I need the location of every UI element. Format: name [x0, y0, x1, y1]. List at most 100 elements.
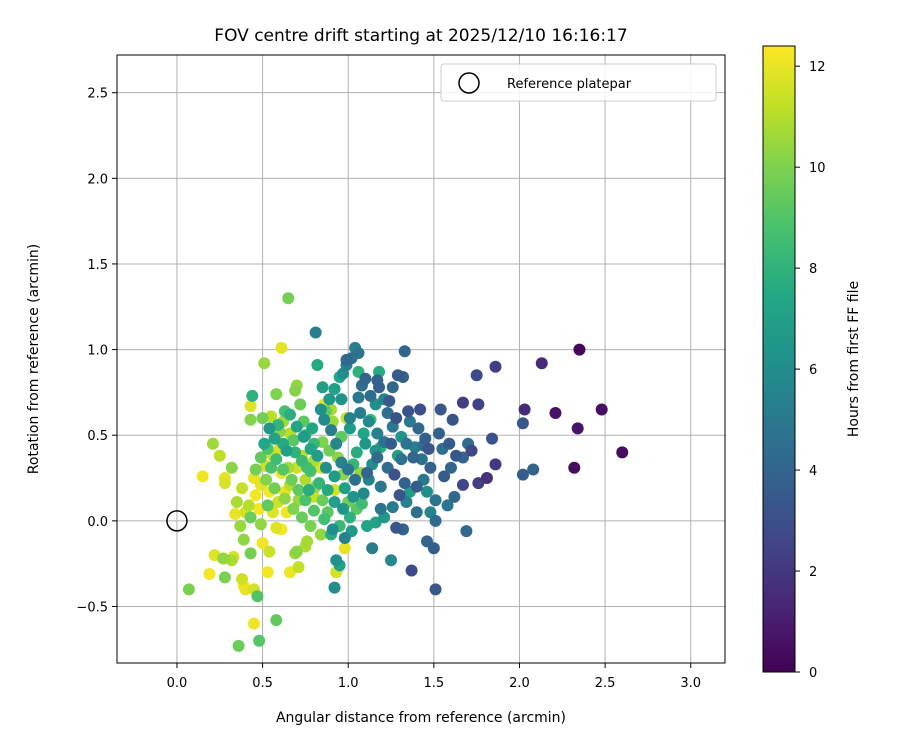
data-point [218, 477, 231, 490]
colorbar-tick-label: 4 [809, 464, 817, 479]
x-tick-label: 3.0 [680, 676, 701, 691]
data-point [196, 470, 209, 483]
data-point [357, 427, 370, 440]
data-point [306, 422, 319, 435]
data-point [549, 406, 562, 419]
data-point [307, 504, 320, 517]
data-point [319, 461, 332, 474]
data-point [236, 482, 249, 495]
data-point [316, 381, 329, 394]
data-point [206, 437, 219, 450]
data-point [516, 417, 529, 430]
data-point [429, 583, 442, 596]
data-point [278, 492, 291, 505]
data-point [343, 412, 356, 425]
data-point [244, 413, 257, 426]
data-point [355, 497, 368, 510]
data-point [311, 449, 324, 462]
data-point [486, 432, 499, 445]
data-point [338, 531, 351, 544]
data-point [297, 430, 310, 443]
data-point [347, 490, 360, 503]
data-point [229, 507, 242, 520]
data-point [261, 566, 274, 579]
data-point [277, 463, 290, 476]
data-point [263, 545, 276, 558]
data-point [359, 437, 372, 450]
data-point [385, 437, 398, 450]
data-point [244, 400, 257, 413]
data-point [343, 511, 356, 524]
data-point [304, 519, 317, 532]
data-point [335, 393, 348, 406]
data-point [516, 468, 529, 481]
data-point [338, 542, 351, 555]
data-point [311, 358, 324, 371]
data-point [362, 415, 375, 428]
data-point [256, 537, 269, 550]
data-point [314, 403, 327, 416]
data-point [299, 494, 312, 507]
data-point [289, 384, 302, 397]
x-axis-label: Angular distance from reference (arcmin) [276, 710, 566, 726]
data-point [244, 547, 257, 560]
colorbar-ticks: 0 2 4 6 8 10 12 [795, 60, 826, 681]
data-point [282, 292, 295, 305]
data-point [232, 639, 245, 652]
y-axis-label: Rotation from reference (arcmin) [26, 244, 42, 474]
data-point [256, 412, 269, 425]
data-point [316, 494, 329, 507]
data-point [361, 466, 374, 479]
data-point [352, 391, 365, 404]
data-point [203, 567, 216, 580]
data-point [472, 398, 485, 411]
data-point [420, 485, 433, 498]
x-tick-label: 0.5 [252, 676, 273, 691]
data-point [270, 453, 283, 466]
x-tick-label: 1.0 [338, 676, 359, 691]
chart-title: FOV centre drift starting at 2025/12/10 … [214, 26, 627, 46]
legend: Reference platepar [440, 63, 717, 102]
data-point [263, 422, 276, 435]
data-point [237, 533, 250, 546]
data-point [383, 394, 396, 407]
data-point [390, 521, 403, 534]
data-point [410, 506, 423, 519]
y-ticks: −0.5 0.0 0.5 1.0 1.5 2.0 2.5 [76, 87, 117, 615]
data-point [270, 614, 283, 627]
data-point [386, 501, 399, 514]
data-point [448, 490, 461, 503]
data-point [253, 634, 266, 647]
data-point [422, 442, 435, 455]
colorbar-tick-label: 0 [809, 666, 817, 681]
data-point [412, 422, 425, 435]
data-point [275, 341, 288, 354]
data-point [385, 554, 398, 567]
data-point [527, 463, 540, 476]
data-point [261, 499, 274, 512]
data-point [595, 403, 608, 416]
data-point [470, 369, 483, 382]
data-point [357, 487, 370, 500]
data-point [318, 513, 331, 526]
data-point [354, 406, 367, 419]
data-point [419, 432, 432, 445]
data-point [218, 571, 231, 584]
data-point [393, 489, 406, 502]
data-point [318, 413, 331, 426]
data-point [350, 446, 363, 459]
data-point [326, 523, 339, 536]
data-point [340, 353, 353, 366]
data-point [290, 420, 303, 433]
colorbar-tick-label: 8 [809, 262, 817, 277]
data-point [251, 590, 264, 603]
data-point [230, 496, 243, 509]
data-point [244, 511, 257, 524]
data-point [410, 480, 423, 493]
data-point [535, 357, 548, 370]
data-point [258, 437, 271, 450]
y-tick-label: 2.5 [87, 87, 108, 102]
data-point [374, 502, 387, 515]
data-point [390, 412, 403, 425]
data-point [236, 573, 249, 586]
